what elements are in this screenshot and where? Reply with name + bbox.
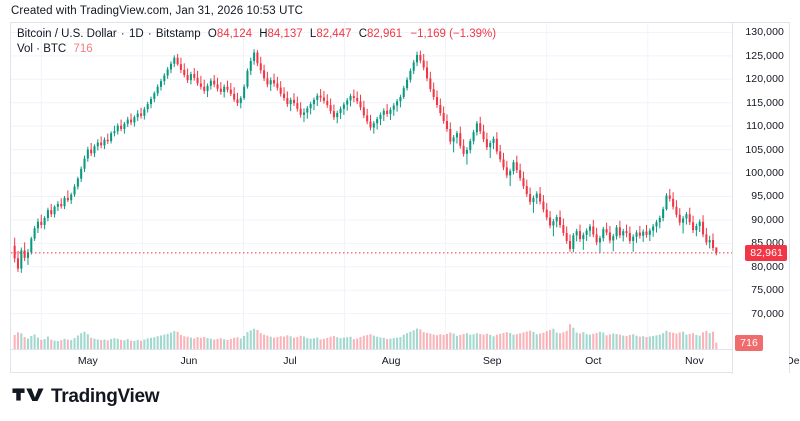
price-tick-label: 70,000 [751, 307, 784, 320]
current-price-badge[interactable]: 82,961 [745, 244, 787, 261]
time-tick-label: Jul [283, 355, 297, 367]
price-tick-label: 90,000 [751, 213, 784, 226]
tradingview-logo-icon [12, 385, 44, 409]
price-tick-label: 80,000 [751, 260, 784, 273]
time-tick-label: Oct [585, 355, 602, 367]
price-tick-label: 105,000 [745, 143, 784, 156]
current-volume-badge[interactable]: 716 [735, 334, 763, 351]
price-tick-label: 120,000 [745, 73, 784, 86]
time-tick-label: Jun [180, 355, 198, 367]
time-axis[interactable]: MayJunJulAugSepOctNovDec2026Feb [11, 349, 800, 372]
chart-frame: Bitcoin / U.S. Dollar · 1D · Bitstamp O8… [10, 22, 800, 374]
candlestick-svg [11, 23, 734, 350]
time-tick-label: Sep [482, 355, 502, 367]
created-with-caption: Created with TradingView.com, Jan 31, 20… [11, 5, 304, 17]
time-tick-label: Aug [381, 355, 401, 367]
tradingview-footer: TradingView [12, 385, 160, 409]
time-tick-label: Dec [786, 355, 800, 367]
price-tick-label: 95,000 [751, 190, 784, 203]
price-tick-label: 75,000 [751, 284, 784, 297]
tradingview-brand-text: TradingView [51, 386, 160, 407]
time-tick-label: May [77, 355, 98, 367]
price-tick-label: 115,000 [746, 96, 784, 109]
price-tick-label: 100,000 [745, 167, 784, 179]
tradingview-logo-svg [12, 388, 44, 401]
price-tick-label: 130,000 [745, 26, 784, 39]
price-tick-label: 125,000 [745, 49, 784, 62]
time-tick-label: Nov [685, 355, 704, 367]
chart-plot-area[interactable] [11, 23, 734, 350]
price-axis[interactable]: 130,000 125,000 120,000 115,000 110,000 105,0… [732, 23, 789, 374]
price-tick-label: 110,000 [746, 120, 784, 133]
